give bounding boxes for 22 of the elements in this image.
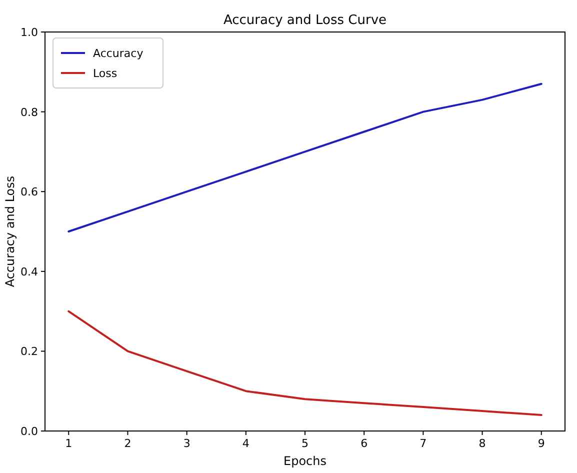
y-axis-title: Accuracy and Loss [3, 176, 17, 288]
x-tick-label: 5 [302, 437, 308, 450]
y-tick-label: 0.2 [20, 345, 38, 358]
x-tick-label: 8 [478, 437, 486, 450]
chart-title: Accuracy and Loss Curve [223, 13, 387, 28]
x-tick-label: 1 [65, 437, 72, 450]
x-tick-label: 2 [124, 437, 132, 450]
y-tick-label: 0.0 [20, 425, 38, 438]
y-tick-label: 0.4 [20, 265, 38, 278]
legend-label: Loss [93, 67, 118, 80]
legend-label: Accuracy [93, 47, 144, 60]
y-tick-label: 0.6 [20, 186, 38, 199]
line-series [68, 310, 542, 416]
x-tick-label: 7 [420, 437, 427, 450]
x-tick-label: 4 [242, 437, 250, 450]
y-tick-label: 0.8 [20, 106, 38, 119]
x-tick-label: 6 [360, 437, 368, 450]
x-tick-label: 9 [538, 437, 545, 450]
line-series [68, 82, 542, 232]
x-axis-title: Epochs [284, 454, 326, 468]
y-tick-label: 1.0 [20, 26, 38, 39]
x-tick-label: 3 [183, 437, 190, 450]
